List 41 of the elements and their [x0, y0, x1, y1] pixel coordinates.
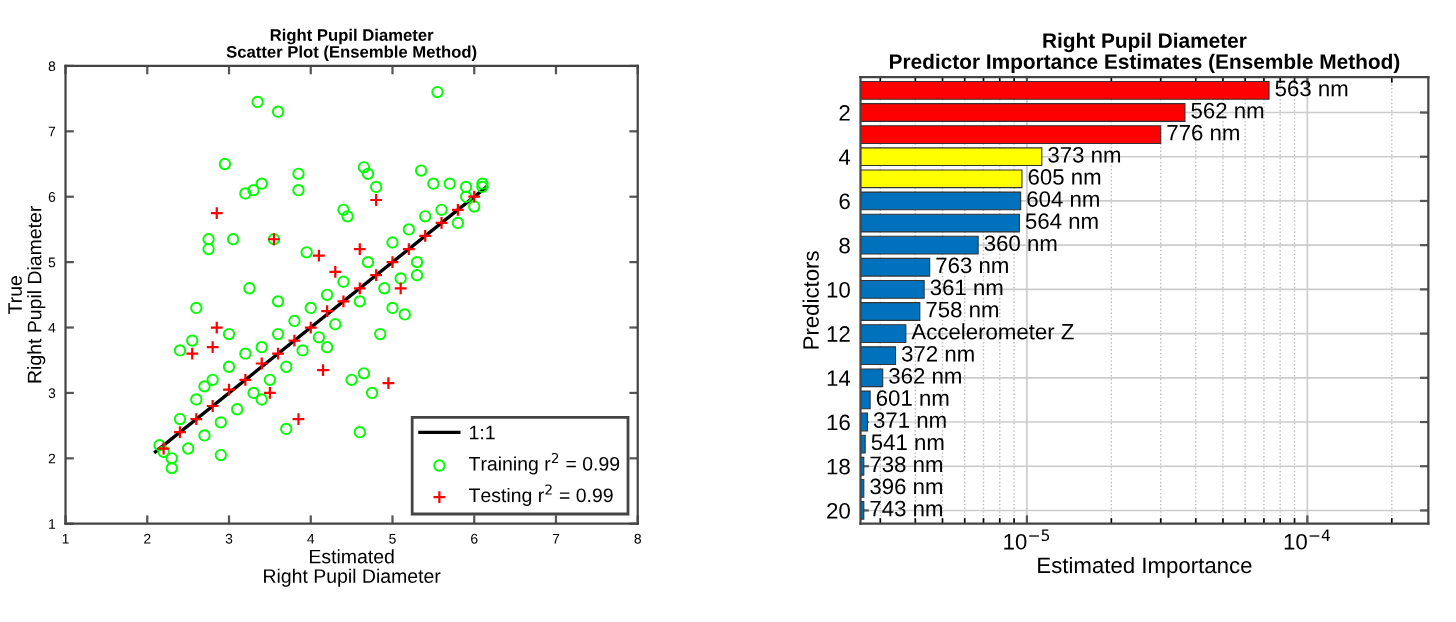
annotation: 758 nm	[926, 301, 999, 318]
y-tick-label: 20	[827, 502, 850, 519]
annotation: 360 nm	[984, 235, 1057, 252]
y-tick-label: 12	[827, 326, 850, 342]
annotation: 564 nm	[1025, 213, 1098, 230]
y-axis-title: True Right Pupil Diameter	[8, 205, 46, 383]
x-axis-title: Estimated Importance	[1038, 556, 1252, 578]
annotation: 396 nm	[870, 478, 942, 495]
x-axis-title: Estimated Right Pupil Diameter	[264, 549, 441, 587]
y-tick-label: 10	[827, 281, 850, 298]
chart-title: Right Pupil Diameter Predictor Importance Estimates (Ensemble Method)	[889, 32, 1400, 74]
annotation: 563 nm	[1275, 80, 1348, 97]
legend-label: Training r$^{2}$ = 0.99	[469, 452, 620, 475]
annotation: Accelerometer Z	[911, 323, 1074, 340]
annotation: 371 nm	[873, 412, 946, 428]
annotation: 763 nm	[936, 257, 1008, 274]
chart-title: Right Pupil Diameter Scatter Plot (Ensemble Method)	[226, 28, 477, 62]
annotation: 601 nm	[876, 390, 949, 406]
annotation: 776 nm	[1167, 124, 1239, 141]
x-tick-label: 10$^{−4}$	[1284, 529, 1331, 550]
annotation: 373 nm	[1048, 146, 1121, 163]
annotation: 738 nm	[870, 456, 942, 473]
annotation: 362 nm	[889, 368, 961, 384]
y-tick-label: 6	[839, 193, 850, 210]
y-tick-label: 2	[839, 105, 850, 121]
y-tick-label: 14	[827, 370, 851, 386]
x-tick-label: 10$^{−5}$	[1004, 529, 1050, 550]
annotation: 605 nm	[1028, 169, 1101, 185]
legend-label: 1:1	[470, 425, 495, 440]
annotation: 743 nm	[870, 500, 942, 517]
y-tick-label: 16	[827, 414, 850, 431]
y-tick-label: 8	[839, 237, 850, 254]
y-tick-label: 18	[827, 458, 850, 475]
y-axis-title: Predictors	[802, 251, 819, 349]
annotation: 372 nm	[901, 345, 974, 362]
annotation: 361 nm	[930, 279, 1003, 296]
annotation: 541 nm	[871, 434, 944, 451]
y-tick-label: 4	[838, 149, 851, 165]
annotation: 604 nm	[1027, 191, 1099, 207]
annotation: 562 nm	[1191, 102, 1264, 119]
legend-label: Testing r$^{2}$ = 0.99	[469, 484, 613, 507]
